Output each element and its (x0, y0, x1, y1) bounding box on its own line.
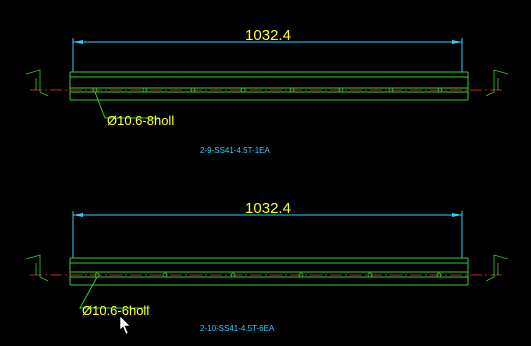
end-bracket (26, 255, 48, 281)
part-label: 2-10-SS41-4.5T-6EA (200, 324, 275, 333)
dimension-text: 1032.4 (245, 27, 291, 44)
cad-drawing: 1032.4 Ø10.6-8holl 2-9-SS41-4.5T-1EA 1032.4… (0, 0, 531, 346)
hole-note: Ø10.6-6holl (82, 303, 149, 318)
page: 1032.4 Ø10.6-8holl 2-9-SS41-4.5T-1EA 1032.4… (0, 0, 531, 346)
mouse-cursor (120, 316, 130, 334)
end-bracket (486, 255, 508, 281)
end-bracket (486, 70, 508, 96)
hole-note: Ø10.6-8holl (107, 113, 174, 128)
end-bracket (26, 70, 48, 96)
part-label: 2-9-SS41-4.5T-1EA (200, 146, 270, 155)
dimension-text: 1032.4 (245, 200, 291, 217)
